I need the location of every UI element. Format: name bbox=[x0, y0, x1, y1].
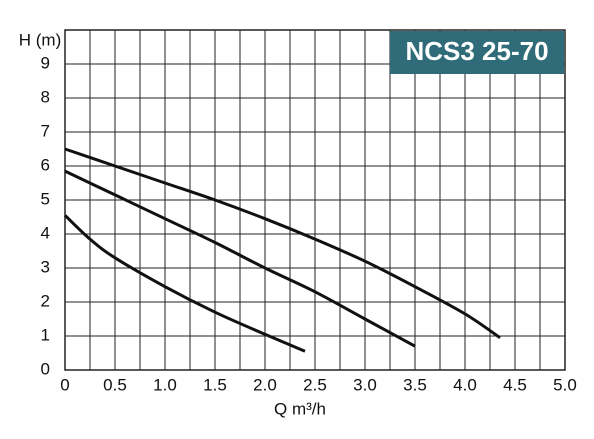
y-tick-label: 8 bbox=[41, 87, 50, 106]
y-tick-label: 5 bbox=[41, 189, 50, 208]
y-tick-label: 4 bbox=[41, 223, 50, 242]
pump-curve bbox=[63, 214, 306, 353]
y-axis-label: H (m) bbox=[19, 30, 61, 49]
y-tick-label: 2 bbox=[41, 291, 50, 310]
chart-title: NCS3 25-70 bbox=[405, 36, 548, 66]
pump-curve bbox=[64, 169, 416, 348]
x-tick-label: 3.0 bbox=[353, 375, 377, 394]
x-tick-label: 2.0 bbox=[253, 375, 277, 394]
plot-frame bbox=[64, 29, 566, 371]
y-tick-label: 0 bbox=[41, 359, 50, 378]
x-axis-label: Q m³/h bbox=[274, 399, 326, 418]
x-tick-label: 0 bbox=[60, 375, 69, 394]
x-tick-label: 5.0 bbox=[553, 375, 577, 394]
y-tick-label: 6 bbox=[41, 155, 50, 174]
y-tick-label: 7 bbox=[41, 121, 50, 140]
x-tick-label: 3.5 bbox=[403, 375, 427, 394]
x-tick-label: 2.5 bbox=[303, 375, 327, 394]
x-tick-label: 1.0 bbox=[153, 375, 177, 394]
y-tick-label: 9 bbox=[41, 53, 50, 72]
y-tick-label: 3 bbox=[41, 257, 50, 276]
x-tick-label: 4.0 bbox=[453, 375, 477, 394]
x-tick-label: 4.5 bbox=[503, 375, 527, 394]
x-tick-label: 1.5 bbox=[203, 375, 227, 394]
x-tick-label: 0.5 bbox=[103, 375, 127, 394]
title-box bbox=[390, 31, 564, 74]
y-tick-label: 1 bbox=[41, 325, 50, 344]
pump-curve bbox=[64, 147, 501, 339]
